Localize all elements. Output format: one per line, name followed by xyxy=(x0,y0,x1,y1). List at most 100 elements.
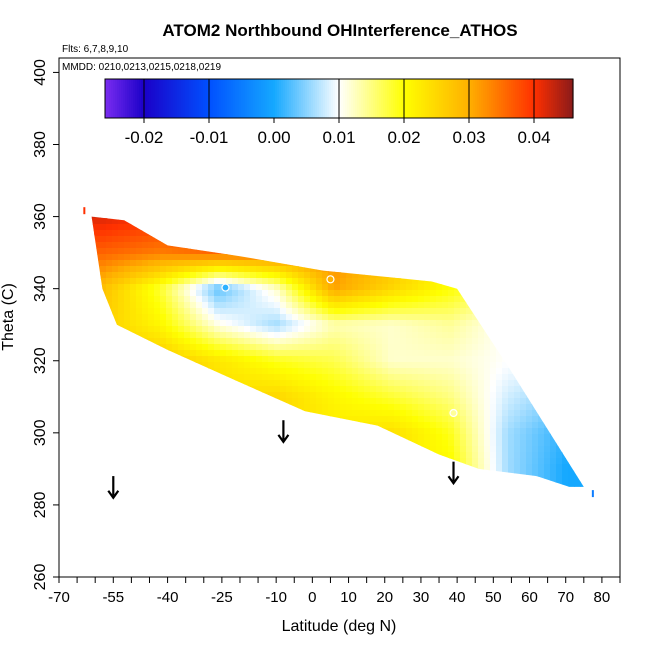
heatmap-cell xyxy=(418,224,425,231)
heatmap-cell xyxy=(118,296,125,303)
heatmap-cell xyxy=(550,182,557,189)
heatmap-cell xyxy=(190,416,197,423)
heatmap-cell xyxy=(502,428,509,435)
heatmap-cell xyxy=(538,398,545,405)
heatmap-cell xyxy=(316,482,323,487)
heatmap-cell xyxy=(508,182,515,189)
heatmap-cell xyxy=(166,216,173,219)
heatmap-cell xyxy=(178,440,185,447)
heatmap-cell xyxy=(436,428,443,435)
heatmap-cell xyxy=(460,290,467,297)
heatmap-cell xyxy=(280,266,287,273)
heatmap-cell xyxy=(274,242,281,249)
heatmap-cell xyxy=(586,230,593,237)
heatmap-cell xyxy=(382,308,389,315)
heatmap-cell xyxy=(430,314,437,321)
heatmap-cell xyxy=(598,350,605,357)
heatmap-cell xyxy=(238,452,245,459)
heatmap-cell xyxy=(340,254,347,261)
heatmap-cell xyxy=(142,494,149,501)
heatmap-cell xyxy=(148,218,155,225)
heatmap-cell xyxy=(232,254,239,261)
heatmap-cell xyxy=(466,260,473,267)
heatmap-cell xyxy=(82,284,89,291)
heatmap-cell xyxy=(250,248,257,255)
heatmap-cell xyxy=(424,446,431,453)
heatmap-cell xyxy=(418,248,425,255)
heatmap-cell xyxy=(592,284,599,291)
heatmap-cell xyxy=(562,260,569,267)
heatmap-cell xyxy=(106,338,113,345)
heatmap-cell xyxy=(544,494,551,501)
heatmap-cell xyxy=(112,296,119,303)
heatmap-cell xyxy=(466,410,473,417)
colorbar-swatch xyxy=(165,79,168,118)
heatmap-cell xyxy=(484,410,491,417)
heatmap-cell xyxy=(328,248,335,255)
heatmap-cell xyxy=(298,368,305,375)
heatmap-cell xyxy=(508,458,515,465)
heatmap-cell xyxy=(226,230,233,237)
heatmap-cell xyxy=(472,242,479,249)
heatmap-cell xyxy=(322,296,329,303)
heatmap-cell xyxy=(424,458,431,465)
heatmap-cell xyxy=(256,182,263,189)
heatmap-cell xyxy=(502,296,509,303)
heatmap-cell xyxy=(172,266,179,273)
heatmap-cell xyxy=(166,176,173,183)
heatmap-cell xyxy=(586,464,593,471)
heatmap-cell xyxy=(178,200,185,207)
heatmap-cell xyxy=(388,404,395,411)
heatmap-cell xyxy=(478,290,485,297)
heatmap-cell xyxy=(526,230,533,237)
heatmap-cell xyxy=(544,434,551,441)
heatmap-cell xyxy=(352,216,359,219)
heatmap-cell xyxy=(244,386,251,393)
heatmap-cell xyxy=(448,434,455,441)
heatmap-cell xyxy=(532,416,539,423)
heatmap-cell xyxy=(580,350,584,357)
heatmap-cell xyxy=(496,260,503,267)
data-point xyxy=(326,275,335,284)
heatmap-cell xyxy=(280,176,287,183)
heatmap-cell xyxy=(592,464,599,471)
heatmap-cell xyxy=(184,380,191,387)
heatmap-cell xyxy=(382,254,389,261)
heatmap-cell xyxy=(214,494,221,501)
heatmap-cell xyxy=(508,446,515,453)
heatmap-cell xyxy=(472,368,479,375)
heatmap-cell xyxy=(304,302,311,309)
heatmap-cell xyxy=(238,266,245,273)
heatmap-cell xyxy=(496,434,503,441)
heatmap-cell xyxy=(238,416,245,423)
heatmap-cell xyxy=(262,230,269,237)
heatmap-cell xyxy=(70,350,77,357)
heatmap-cell xyxy=(166,392,173,399)
heatmap-cell xyxy=(448,216,455,219)
heatmap-cell xyxy=(598,326,605,333)
heatmap-cell xyxy=(82,452,89,459)
heatmap-cell xyxy=(208,260,215,267)
heatmap-cell xyxy=(574,446,581,453)
heatmap-cell xyxy=(574,362,581,369)
heatmap-cell xyxy=(454,248,461,255)
heatmap-cell xyxy=(580,284,584,291)
heatmap-cell xyxy=(400,398,407,405)
heatmap-cell xyxy=(454,266,461,273)
heatmap-cell xyxy=(268,452,275,459)
heatmap-cell xyxy=(166,278,173,285)
heatmap-cell xyxy=(598,266,605,273)
heatmap-cell xyxy=(100,182,107,189)
heatmap-cell xyxy=(190,458,197,465)
heatmap-cell xyxy=(466,278,473,285)
heatmap-cell xyxy=(448,218,455,225)
heatmap-cell xyxy=(256,284,263,291)
heatmap-cell xyxy=(112,434,119,441)
heatmap-cell xyxy=(214,290,221,297)
heatmap-cell xyxy=(196,416,203,423)
heatmap-cell xyxy=(82,224,89,231)
heatmap-cell xyxy=(556,176,563,183)
heatmap-cell xyxy=(574,428,581,435)
heatmap-cell xyxy=(82,368,89,375)
heatmap-cell xyxy=(460,422,467,429)
